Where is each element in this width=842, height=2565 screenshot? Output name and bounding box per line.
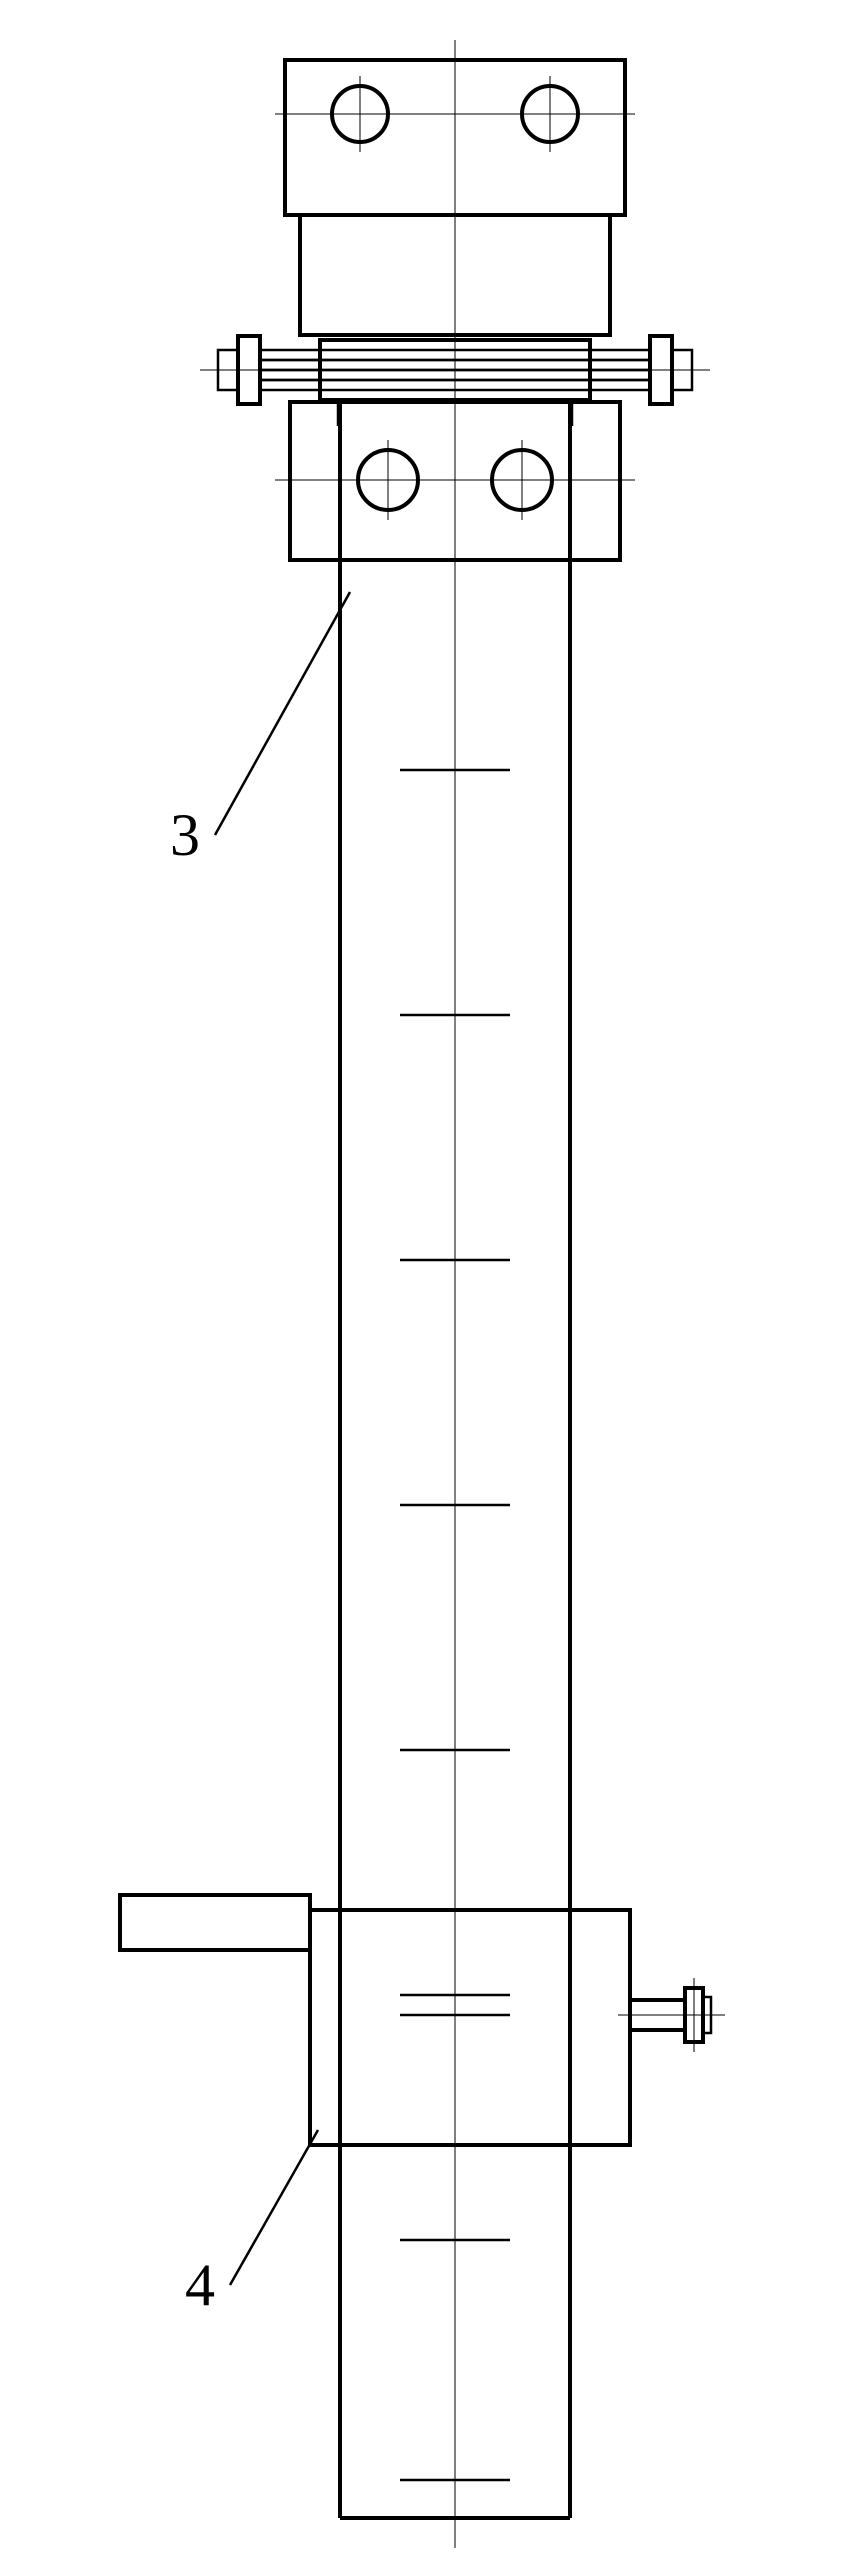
leader-line-1 [230,2130,318,2285]
slider-arm [120,1895,310,1950]
leader-line-0 [215,592,350,835]
slider-body [310,1910,630,2145]
leader-label-0: 3 [170,802,200,868]
leader-label-1: 4 [185,2252,215,2318]
